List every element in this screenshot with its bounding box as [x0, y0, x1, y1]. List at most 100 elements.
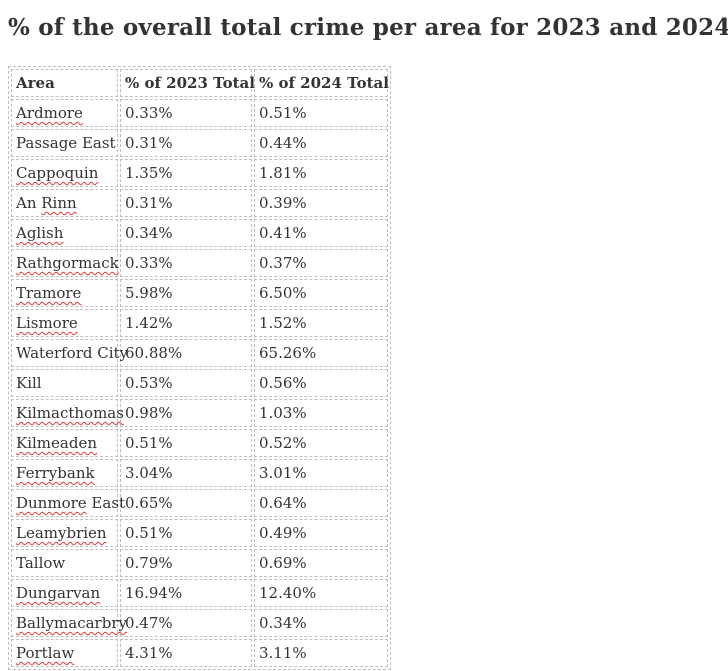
column-header-area: Area	[11, 69, 118, 97]
table-row: An Rinn 0.31% 0.39%	[11, 189, 388, 217]
pct-2023-cell: 3.04%	[120, 459, 252, 487]
pct-2024-cell: 0.41%	[254, 219, 388, 247]
area-cell: Kill	[11, 369, 118, 397]
pct-2023-cell: 0.79%	[120, 549, 252, 577]
spellcheck-underline: Aglish	[16, 224, 64, 242]
pct-2023-cell: 0.65%	[120, 489, 252, 517]
pct-2023-cell: 0.31%	[120, 189, 252, 217]
area-cell: Ardmore	[11, 99, 118, 127]
pct-2024-cell: 0.37%	[254, 249, 388, 277]
area-cell: Dunmore East	[11, 489, 125, 517]
pct-2024-cell: 12.40%	[254, 579, 388, 607]
pct-2023-cell: 0.47%	[120, 609, 252, 637]
table-row: Tramore 5.98% 6.50%	[11, 279, 388, 307]
area-cell: Ballymacarbry	[11, 609, 127, 637]
pct-2024-cell: 65.26%	[254, 339, 388, 367]
table-row: Dungarvan 16.94% 12.40%	[11, 579, 388, 607]
spellcheck-underline: Kilmeaden	[16, 434, 97, 452]
area-cell: Dungarvan	[11, 579, 118, 607]
area-cell: Rathgormack	[11, 249, 119, 277]
table-row: Rathgormack 0.33% 0.37%	[11, 249, 388, 277]
pct-2023-cell: 0.98%	[120, 399, 252, 427]
table-row: Leamybrien 0.51% 0.49%	[11, 519, 388, 547]
area-cell: Cappoquin	[11, 159, 118, 187]
pct-2023-cell: 0.53%	[120, 369, 252, 397]
area-cell: An Rinn	[11, 189, 118, 217]
pct-2024-cell: 0.52%	[254, 429, 388, 457]
table-row: Ferrybank 3.04% 3.01%	[11, 459, 388, 487]
spellcheck-underline: Portlaw	[16, 644, 75, 662]
area-cell: Portlaw	[11, 639, 118, 667]
pct-2023-cell: 0.33%	[120, 249, 252, 277]
table-row: Kilmeaden 0.51% 0.52%	[11, 429, 388, 457]
area-cell: Lismore	[11, 309, 118, 337]
pct-2023-cell: 0.33%	[120, 99, 252, 127]
table-row: Waterford City 60.88% 65.26%	[11, 339, 388, 367]
area-cell: Leamybrien	[11, 519, 118, 547]
table-row: Passage East 0.31% 0.44%	[11, 129, 388, 157]
pct-2023-cell: 5.98%	[120, 279, 252, 307]
area-cell: Passage East	[11, 129, 118, 157]
area-cell: Kilmeaden	[11, 429, 118, 457]
spellcheck-underline: Kilmacthomas	[16, 404, 124, 422]
pct-2023-cell: 60.88%	[120, 339, 252, 367]
table-row: Ardmore 0.33% 0.51%	[11, 99, 388, 127]
pct-2023-cell: 0.34%	[120, 219, 252, 247]
spellcheck-underline: Ballymacarbry	[16, 614, 127, 632]
pct-2024-cell: 1.03%	[254, 399, 388, 427]
spellcheck-underline: Cappoquin	[16, 164, 99, 182]
table-row: Dunmore East 0.65% 0.64%	[11, 489, 388, 517]
pct-2024-cell: 1.52%	[254, 309, 388, 337]
spellcheck-underline: Dunmore	[16, 494, 87, 512]
area-cell: Aglish	[11, 219, 118, 247]
pct-2024-cell: 0.56%	[254, 369, 388, 397]
pct-2024-cell: 0.69%	[254, 549, 388, 577]
table-head: Area % of 2023 Total % of 2024 Total	[11, 69, 389, 97]
pct-2023-cell: 1.42%	[120, 309, 252, 337]
pct-2023-cell: 1.35%	[120, 159, 252, 187]
pct-2024-cell: 6.50%	[254, 279, 388, 307]
pct-2023-cell: 4.31%	[120, 639, 252, 667]
table-row: Lismore 1.42% 1.52%	[11, 309, 388, 337]
spellcheck-underline: Rathgormack	[16, 254, 119, 272]
pct-2024-cell: 0.64%	[254, 489, 388, 517]
table-body: Ardmore 0.33% 0.51% Passage East 0.31% 0.44% C…	[11, 99, 388, 667]
area-cell: Tallow	[11, 549, 118, 577]
area-cell: Kilmacthomas	[11, 399, 124, 427]
table-row: Aglish 0.34% 0.41%	[11, 219, 388, 247]
pct-2024-cell: 3.11%	[254, 639, 388, 667]
area-cell: Waterford City	[11, 339, 128, 367]
page-title: % of the overall total crime per area fo…	[8, 14, 728, 41]
column-header-2024-total: % of 2024 Total	[254, 69, 389, 97]
pct-2024-cell: 3.01%	[254, 459, 388, 487]
pct-2023-cell: 16.94%	[120, 579, 252, 607]
table-row: Tallow 0.79% 0.69%	[11, 549, 388, 577]
pct-2024-cell: 0.39%	[254, 189, 388, 217]
crime-percentage-table: Area % of 2023 Total % of 2024 Total Ard…	[8, 66, 391, 670]
table-row: Cappoquin 1.35% 1.81%	[11, 159, 388, 187]
pct-2023-cell: 0.51%	[120, 429, 252, 457]
pct-2024-cell: 0.44%	[254, 129, 388, 157]
header-row: Area % of 2023 Total % of 2024 Total	[11, 69, 389, 97]
area-cell: Tramore	[11, 279, 118, 307]
pct-2023-cell: 0.51%	[120, 519, 252, 547]
table-row: Ballymacarbry 0.47% 0.34%	[11, 609, 388, 637]
table-row: Kilmacthomas 0.98% 1.03%	[11, 399, 388, 427]
pct-2024-cell: 0.51%	[254, 99, 388, 127]
column-header-2023-total: % of 2023 Total	[120, 69, 255, 97]
spellcheck-underline: Leamybrien	[16, 524, 107, 542]
pct-2023-cell: 0.31%	[120, 129, 252, 157]
table-row: Portlaw 4.31% 3.11%	[11, 639, 388, 667]
spellcheck-underline: Lismore	[16, 314, 78, 332]
pct-2024-cell: 0.49%	[254, 519, 388, 547]
spellcheck-underline: Tramore	[16, 284, 82, 302]
table-row: Kill 0.53% 0.56%	[11, 369, 388, 397]
spellcheck-underline: Ardmore	[16, 104, 83, 122]
area-cell: Ferrybank	[11, 459, 118, 487]
pct-2024-cell: 1.81%	[254, 159, 388, 187]
spellcheck-underline: Rinn	[41, 194, 77, 212]
spellcheck-underline: Ferrybank	[16, 464, 95, 482]
pct-2024-cell: 0.34%	[254, 609, 388, 637]
spellcheck-underline: Dungarvan	[16, 584, 101, 602]
